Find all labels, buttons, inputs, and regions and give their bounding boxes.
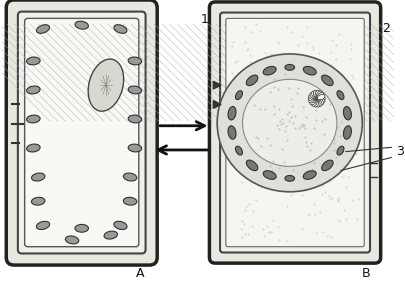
FancyBboxPatch shape: [18, 12, 145, 253]
Ellipse shape: [317, 93, 324, 99]
Ellipse shape: [128, 115, 142, 123]
Text: B: B: [361, 267, 370, 280]
FancyBboxPatch shape: [226, 18, 364, 247]
Ellipse shape: [27, 144, 40, 152]
Ellipse shape: [313, 99, 318, 107]
Ellipse shape: [88, 59, 124, 111]
Ellipse shape: [315, 99, 320, 107]
FancyBboxPatch shape: [220, 13, 370, 253]
Ellipse shape: [246, 160, 258, 171]
Polygon shape: [213, 101, 221, 108]
FancyBboxPatch shape: [25, 18, 139, 247]
Ellipse shape: [309, 94, 316, 100]
Ellipse shape: [310, 99, 317, 105]
Ellipse shape: [311, 99, 318, 106]
Ellipse shape: [246, 75, 258, 86]
Polygon shape: [213, 81, 221, 89]
Ellipse shape: [318, 98, 325, 103]
Ellipse shape: [343, 106, 352, 120]
Ellipse shape: [285, 64, 294, 70]
Ellipse shape: [309, 98, 316, 103]
Text: 2: 2: [383, 22, 390, 35]
Ellipse shape: [27, 115, 40, 123]
Ellipse shape: [75, 225, 89, 232]
Ellipse shape: [322, 160, 333, 171]
FancyBboxPatch shape: [209, 2, 381, 263]
Ellipse shape: [303, 171, 316, 179]
Ellipse shape: [124, 197, 137, 205]
Ellipse shape: [315, 90, 320, 98]
Text: 3: 3: [396, 145, 404, 158]
Ellipse shape: [343, 126, 352, 139]
Ellipse shape: [128, 86, 142, 94]
Ellipse shape: [313, 90, 318, 98]
Ellipse shape: [128, 144, 142, 152]
Ellipse shape: [263, 171, 276, 179]
Ellipse shape: [128, 57, 142, 65]
Ellipse shape: [32, 173, 45, 181]
Ellipse shape: [322, 75, 333, 86]
Ellipse shape: [36, 25, 49, 33]
Ellipse shape: [337, 91, 344, 99]
Ellipse shape: [243, 79, 337, 166]
Ellipse shape: [311, 91, 318, 98]
Ellipse shape: [36, 221, 50, 230]
Ellipse shape: [217, 54, 362, 192]
Ellipse shape: [114, 25, 127, 33]
Ellipse shape: [308, 96, 316, 101]
Ellipse shape: [337, 146, 344, 155]
Ellipse shape: [310, 93, 317, 99]
Ellipse shape: [104, 231, 117, 239]
FancyBboxPatch shape: [6, 0, 157, 265]
Ellipse shape: [65, 236, 79, 244]
Text: 1: 1: [201, 13, 209, 26]
Text: A: A: [136, 267, 145, 280]
Ellipse shape: [27, 57, 40, 65]
Ellipse shape: [263, 66, 276, 75]
Ellipse shape: [228, 126, 236, 139]
Ellipse shape: [235, 146, 243, 155]
Ellipse shape: [303, 66, 316, 75]
Ellipse shape: [124, 173, 137, 181]
Ellipse shape: [114, 221, 127, 230]
Ellipse shape: [318, 94, 325, 100]
Ellipse shape: [318, 96, 325, 101]
Ellipse shape: [316, 99, 322, 106]
Ellipse shape: [285, 175, 294, 181]
Ellipse shape: [316, 91, 322, 98]
Ellipse shape: [32, 197, 45, 205]
Ellipse shape: [228, 106, 236, 120]
Ellipse shape: [27, 86, 40, 94]
Ellipse shape: [75, 21, 88, 29]
Ellipse shape: [317, 99, 324, 105]
Ellipse shape: [235, 91, 243, 99]
